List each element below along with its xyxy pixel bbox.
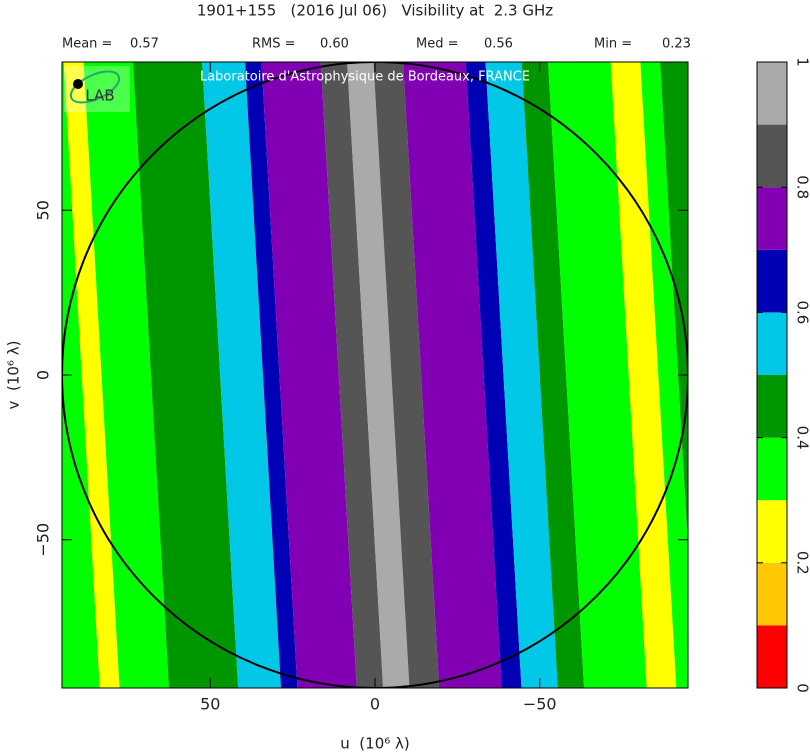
- colorbar-swatch: [757, 500, 787, 563]
- stripe: [347, 62, 410, 688]
- x-tick-label: 0: [370, 695, 380, 714]
- stripe: [465, 62, 522, 688]
- stat-label: RMS =: [252, 37, 296, 52]
- stat-value: 0.23: [662, 37, 691, 52]
- stripe: [244, 62, 298, 688]
- colorbar-swatch: [757, 124, 787, 188]
- logo-orbit: [69, 70, 121, 104]
- logo-dot: [73, 79, 83, 89]
- visibility-map: [62, 62, 688, 688]
- stripe: [548, 62, 647, 688]
- x-axis-label: u (10⁶ λ): [340, 735, 410, 753]
- stripe: [132, 62, 239, 688]
- colorbar-frame: [756, 61, 788, 689]
- logo-text: LAB: [85, 87, 114, 105]
- colorbar-tick-label: 0.4: [794, 426, 810, 450]
- colorbar-tick-label: 0: [794, 683, 810, 693]
- colorbar-swatch: [757, 375, 787, 438]
- stat-label: Mean =: [62, 37, 112, 52]
- colorbar-swatch: [757, 187, 787, 250]
- colorbar-tick-label: 1: [794, 57, 810, 67]
- chart-title: 1901+155 (2016 Jul 06) Visibility at 2.3…: [197, 2, 553, 20]
- stripe: [640, 62, 688, 688]
- colorbar-swatch: [757, 625, 787, 688]
- y-tick-label: −50: [34, 523, 53, 557]
- watermark: Laboratoire d'Astrophysique de Bordeaux,…: [200, 70, 530, 85]
- colorbar-swatch: [757, 62, 787, 125]
- stripe: [485, 62, 558, 688]
- stripe: [373, 62, 440, 688]
- y-tick-label: 50: [34, 200, 53, 220]
- colorbar-swatch: [757, 249, 787, 313]
- stat-label: Min =: [594, 37, 632, 52]
- colorbar-swatch: [757, 562, 787, 626]
- stripe: [403, 62, 502, 688]
- stripe: [261, 62, 357, 688]
- y-axis-label: v (10⁶ λ): [5, 341, 23, 410]
- stripe: [660, 62, 688, 547]
- stat-label: Med =: [416, 37, 459, 52]
- colorbar-swatch: [757, 437, 787, 501]
- stat-value: 0.57: [130, 37, 159, 52]
- stat-value: 0.60: [320, 37, 349, 52]
- stripe: [202, 62, 281, 688]
- stripe: [320, 62, 384, 688]
- plot-frame: [61, 61, 689, 689]
- stripe: [63, 62, 120, 688]
- colorbar-tick-label: 0.6: [794, 300, 810, 324]
- colorbar-tick-label: 0.8: [794, 175, 810, 199]
- stat-value: 0.56: [484, 37, 513, 52]
- colorbar-tick-label: 0.2: [794, 551, 810, 575]
- y-tick-label: 0: [34, 370, 53, 380]
- x-tick-label: 50: [200, 695, 220, 714]
- stripe: [610, 62, 677, 688]
- x-tick-label: −50: [523, 695, 557, 714]
- colorbar-swatch: [757, 312, 787, 375]
- stripe: [521, 62, 585, 688]
- stripe: [62, 62, 100, 688]
